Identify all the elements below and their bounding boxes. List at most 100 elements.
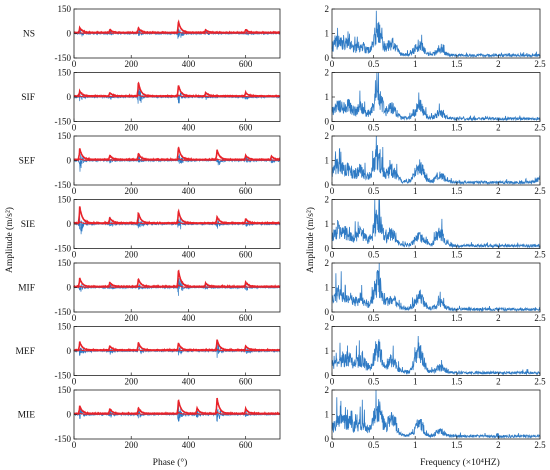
envelope-series — [73, 339, 281, 353]
freq-xtick-label: 1 — [413, 440, 418, 450]
time-xtick-label: 0 — [72, 250, 77, 260]
freq-xtick-label: 1 — [413, 59, 418, 69]
freq-xtick-label: 1 — [413, 313, 418, 323]
time-xtick-label: 0 — [72, 440, 77, 450]
time-xtick-label: 0 — [72, 123, 77, 133]
freq-ytick-label: 0 — [325, 53, 330, 63]
spectrum-series — [331, 72, 541, 122]
time-ytick-label: -150 — [55, 117, 72, 127]
freq-xtick-label: 2.5 — [534, 123, 546, 133]
freq-ylabel: Amplitude (m/s²) — [305, 207, 316, 273]
freq-subplot-sef: 0 1 2 0 0.5 1 1.5 2 2.5 — [325, 131, 547, 196]
time-xtick-label: 400 — [182, 59, 196, 69]
time-ytick-label: -150 — [55, 434, 72, 444]
time-xtick-label: 200 — [124, 186, 138, 196]
freq-xtick-label: 2 — [496, 377, 501, 387]
freq-xtick-label: 1.5 — [451, 59, 463, 69]
spectrum-series — [331, 10, 541, 59]
time-xtick-label: 600 — [239, 440, 253, 450]
time-ytick-label: 0 — [67, 346, 72, 356]
spectrum-series — [331, 389, 541, 439]
freq-ytick-label: 1 — [325, 346, 330, 356]
time-xtick-label: 400 — [182, 123, 196, 133]
freq-xtick-label: 0 — [330, 59, 335, 69]
envelope-series-lower — [74, 410, 280, 415]
freq-xtick-label: 0 — [330, 377, 335, 387]
condition-label-ns: NS — [23, 30, 35, 40]
time-xtick-label: 0 — [72, 313, 77, 323]
time-xtick-label: 400 — [182, 186, 196, 196]
time-ytick-label: 150 — [58, 131, 72, 141]
time-ytick-label: 150 — [58, 4, 72, 14]
time-xtick-label: 600 — [239, 123, 253, 133]
envelope-series — [73, 19, 281, 35]
freq-ytick-label: 2 — [325, 195, 330, 205]
freq-xtick-label: 0 — [330, 440, 335, 450]
time-xtick-label: 0 — [72, 186, 77, 196]
freq-xtick-label: 2.5 — [534, 377, 546, 387]
freq-xtick-label: 0.5 — [368, 440, 380, 450]
vibration-series — [73, 215, 281, 235]
time-ytick-label: 0 — [67, 219, 72, 229]
freq-xtick-label: 2 — [496, 123, 501, 133]
freq-xtick-label: 0.5 — [368, 250, 380, 260]
time-xtick-label: 200 — [124, 250, 138, 260]
time-ytick-label: 150 — [58, 258, 72, 268]
freq-xtick-label: 0.5 — [368, 123, 380, 133]
time-ytick-label: -150 — [55, 53, 72, 63]
time-xtick-label: 200 — [124, 59, 138, 69]
freq-xtick-label: 2.5 — [534, 313, 546, 323]
freq-xtick-label: 1.5 — [451, 250, 463, 260]
freq-xtick-label: 1.5 — [451, 440, 463, 450]
time-xtick-label: 600 — [239, 313, 253, 323]
freq-ytick-label: 1 — [325, 283, 330, 293]
time-xtick-label: 200 — [124, 377, 138, 387]
time-xtick-label: 0 — [72, 59, 77, 69]
condition-label-mie: MIE — [18, 411, 36, 421]
condition-label-sif: SIF — [21, 93, 35, 103]
envelope-series — [73, 206, 281, 225]
freq-subplot-mie: 0 1 2 0 0.5 1 1.5 2 2.5 — [325, 385, 547, 450]
time-xlabel: Phase (°) — [153, 457, 188, 468]
freq-xtick-label: 0 — [330, 186, 335, 196]
spectrum-series — [331, 199, 541, 249]
freq-xlabel: Frequency (×10⁴HZ) — [420, 457, 500, 468]
freq-xtick-label: 1 — [413, 123, 418, 133]
freq-xtick-label: 1 — [413, 186, 418, 196]
freq-ytick-label: 1 — [325, 219, 330, 229]
time-ytick-label: -150 — [55, 371, 72, 381]
envelope-series-lower — [74, 94, 280, 98]
envelope-series-lower — [74, 158, 280, 161]
freq-ytick-label: 0 — [325, 117, 330, 127]
freq-xtick-label: 0.5 — [368, 59, 380, 69]
time-xtick-label: 600 — [239, 186, 253, 196]
freq-ytick-label: 0 — [325, 307, 330, 317]
condition-label-mif: MIF — [18, 284, 35, 294]
condition-label-sef: SEF — [19, 157, 35, 167]
freq-ytick-label: 0 — [325, 180, 330, 190]
freq-xtick-label: 2 — [496, 59, 501, 69]
freq-xtick-label: 2.5 — [534, 440, 546, 450]
freq-xtick-label: 1 — [413, 250, 418, 260]
time-ytick-label: 0 — [67, 92, 72, 102]
time-xtick-label: 400 — [182, 313, 196, 323]
time-xtick-label: 200 — [124, 123, 138, 133]
freq-xtick-label: 2.5 — [534, 186, 546, 196]
freq-ytick-label: 2 — [325, 258, 330, 268]
time-ytick-label: 0 — [67, 29, 72, 39]
freq-xtick-label: 2 — [496, 440, 501, 450]
freq-subplot-sif: 0 1 2 0 0.5 1 1.5 2 2.5 — [325, 68, 547, 133]
time-ytick-label: 0 — [67, 410, 72, 420]
condition-label-sie: SIE — [21, 220, 35, 230]
spectrum-series — [331, 135, 541, 186]
time-ylabel: Amplitude (m/s²) — [4, 207, 15, 273]
freq-ytick-label: 1 — [325, 92, 330, 102]
freq-xtick-label: 2.5 — [534, 250, 546, 260]
spectrum-series — [331, 335, 541, 376]
envelope-series — [73, 397, 281, 416]
time-xtick-label: 400 — [182, 377, 196, 387]
